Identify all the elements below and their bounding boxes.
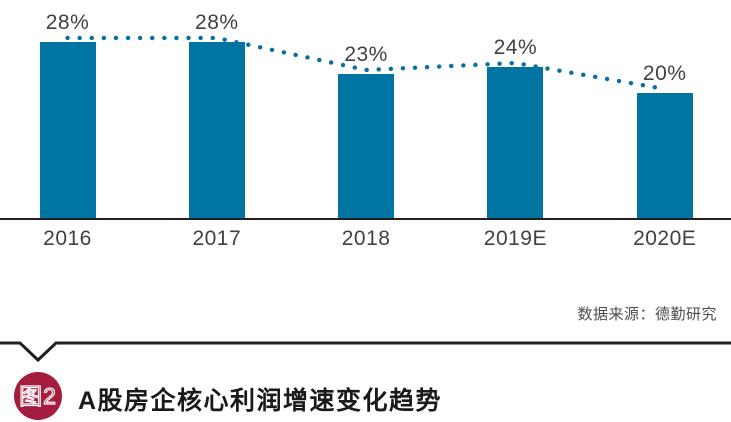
x-tick-2019E: 2019E [483, 227, 547, 250]
bar-2020E [636, 93, 693, 220]
x-tick-2020E: 2020E [633, 227, 697, 250]
section-divider [0, 341, 731, 363]
bar-2017 [188, 42, 245, 220]
trend-dotted-line [65, 35, 667, 92]
figure-number-label: 图2 [18, 382, 57, 409]
bar-2018 [338, 74, 395, 220]
bar-2016 [39, 42, 96, 220]
value-label-2017: 28% [195, 11, 239, 34]
x-tick-2018: 2018 [341, 227, 391, 250]
bar-chart: 28% 28% 23% 24% 20% 2016 2017 2018 2019E 2020E [0, 11, 731, 250]
bar-2019E [487, 67, 544, 220]
value-label-2020E: 20% [642, 62, 687, 85]
x-tick-2016: 2016 [43, 227, 92, 250]
value-label-2019E: 24% [493, 36, 538, 59]
figure-title: A股房企核心利润增速变化趋势 [78, 387, 443, 415]
x-axis-line [0, 218, 731, 220]
value-label-2016: 28% [45, 11, 90, 34]
value-label-2018: 23% [344, 43, 388, 66]
figure-number-badge: 图2 [14, 372, 62, 420]
x-tick-2017: 2017 [192, 227, 242, 250]
data-source-note: 数据来源：德勤研究 [577, 306, 717, 323]
